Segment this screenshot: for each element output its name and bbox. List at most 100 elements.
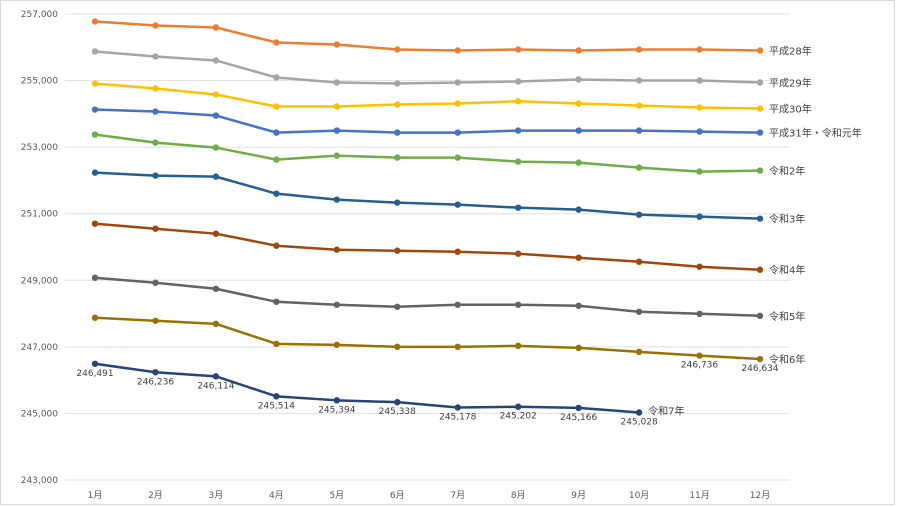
data-point (575, 404, 582, 412)
x-tick-label: 3月 (209, 490, 224, 501)
data-point (333, 397, 341, 404)
data-point (454, 201, 461, 208)
data-point (394, 129, 401, 136)
data-point (91, 106, 99, 113)
x-tick-label: 10月 (629, 490, 649, 501)
data-point (212, 24, 220, 31)
data-point (696, 128, 703, 135)
x-tick-label: 11月 (689, 490, 709, 501)
data-point (454, 248, 461, 255)
y-tick-label: 251,000 (21, 210, 58, 220)
data-point (514, 342, 522, 350)
series-label: 平成28年 (769, 44, 812, 57)
series-label: 令和3年 (769, 213, 805, 226)
data-point (91, 220, 99, 227)
x-tick-label: 5月 (329, 490, 344, 501)
data-point (273, 103, 280, 110)
series-line (94, 82, 761, 110)
data-point (696, 168, 703, 175)
data-point (333, 127, 341, 134)
x-tick-label: 4月 (269, 490, 284, 501)
data-point (635, 348, 643, 356)
data-point (514, 204, 522, 211)
data-point (152, 279, 159, 286)
data-point (91, 48, 99, 55)
data-point (333, 341, 341, 349)
data-point (273, 39, 280, 46)
y-tick-label: 257,000 (21, 10, 58, 20)
series-line (94, 50, 761, 85)
data-point (333, 41, 341, 48)
series-line (94, 316, 761, 361)
series-label: 平成30年 (769, 103, 812, 116)
x-tick-label: 12月 (750, 490, 770, 501)
data-label: 245,514 (258, 401, 295, 411)
data-point (635, 211, 643, 218)
data-point (454, 154, 461, 161)
data-point (635, 409, 643, 416)
data-point (91, 274, 99, 281)
data-point (152, 139, 159, 146)
series-label: 令和5年 (769, 310, 805, 323)
data-point (273, 340, 280, 348)
data-point (756, 167, 764, 174)
data-point (91, 360, 99, 367)
series-line (94, 222, 761, 271)
data-label: 246,491 (76, 369, 113, 379)
data-point (635, 258, 643, 265)
data-label: 246,736 (681, 361, 718, 371)
data-point (152, 225, 159, 232)
data-point (152, 53, 159, 60)
data-point (273, 190, 280, 197)
data-point (514, 301, 522, 308)
data-point (756, 266, 764, 273)
data-point (212, 373, 220, 380)
data-label: 245,178 (439, 413, 476, 423)
data-label: 245,338 (379, 407, 416, 417)
data-point (212, 320, 220, 328)
data-point (514, 127, 522, 134)
x-tick-label: 9月 (571, 490, 586, 501)
data-point (394, 343, 401, 351)
data-label: 245,028 (620, 417, 657, 427)
data-point (333, 152, 341, 159)
data-label: 245,166 (560, 413, 597, 423)
data-point (454, 100, 461, 107)
data-point (454, 301, 461, 308)
data-point (212, 173, 220, 180)
x-tick-label: 1月 (88, 490, 103, 501)
data-point (273, 393, 280, 400)
data-point (575, 206, 582, 213)
data-point (756, 215, 764, 222)
data-point (152, 108, 159, 115)
y-tick-label: 249,000 (21, 276, 58, 286)
data-point (91, 131, 99, 138)
data-point (273, 156, 280, 163)
data-point (756, 312, 764, 320)
y-tick-label: 243,000 (21, 476, 58, 486)
data-label: 245,202 (500, 412, 537, 422)
data-point (91, 80, 99, 87)
x-tick-label: 6月 (390, 490, 405, 501)
data-point (152, 317, 159, 324)
data-point (454, 129, 461, 136)
series-label: 平成29年 (769, 77, 812, 90)
data-point (575, 100, 582, 107)
data-point (333, 301, 341, 308)
data-point (394, 247, 401, 254)
data-point (394, 303, 401, 310)
series-label: 令和7年 (648, 404, 684, 417)
data-point (454, 404, 461, 411)
data-point (575, 302, 582, 309)
data-label: 245,394 (318, 405, 355, 415)
data-point (756, 129, 764, 136)
data-point (635, 46, 643, 53)
data-point (394, 80, 401, 87)
series-line (94, 108, 761, 134)
data-point (212, 91, 220, 98)
data-label: 246,236 (137, 377, 174, 387)
data-point (696, 263, 703, 270)
data-point (696, 104, 703, 111)
data-point (212, 230, 220, 237)
